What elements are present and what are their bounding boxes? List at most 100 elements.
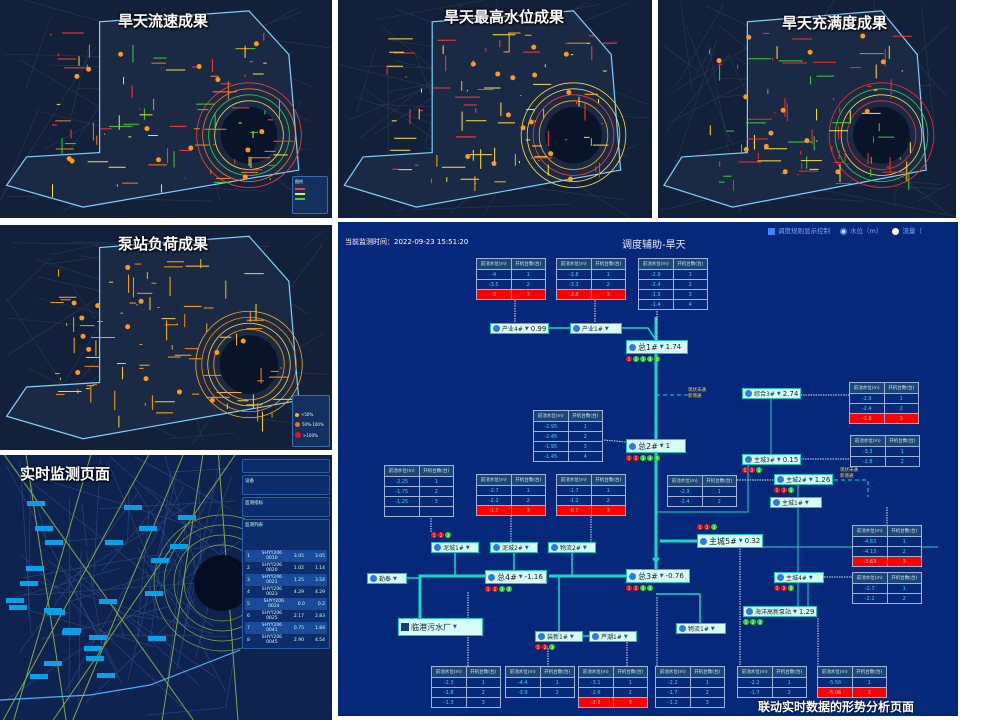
monitor-point-marker[interactable] — [20, 581, 39, 587]
pump-station-node[interactable]: 主城2# ▼ 1.26 — [774, 474, 834, 485]
dropdown-icon[interactable]: ▼ — [710, 625, 715, 632]
dropdown-icon[interactable]: ▼ — [804, 499, 809, 506]
map-panel-pump[interactable]: 泵站负荷成果 <50% 50%-100% >100% — [0, 225, 332, 450]
level-radio[interactable]: 水位（m） — [840, 225, 882, 235]
table-row: -4 1 — [477, 269, 545, 279]
dropdown-icon[interactable]: ▼ — [776, 456, 781, 463]
monitor-point-marker[interactable] — [5, 597, 24, 603]
monitor-point-marker[interactable] — [89, 635, 107, 641]
level-cell: -1.2 — [667, 699, 678, 706]
dropdown-icon[interactable]: ▼ — [465, 544, 470, 551]
table-row: -2.7 1 — [477, 485, 545, 495]
pump-on-indicator: 3 — [549, 644, 555, 650]
dropdown-icon[interactable]: ▼ — [659, 443, 664, 449]
pump-station-node[interactable]: 勒泰 ▼ — [367, 573, 407, 584]
plant-node[interactable]: 临港污水厂 ▼ — [398, 618, 483, 636]
dropdown-icon[interactable]: ▼ — [776, 390, 781, 397]
pump-station-node[interactable]: 泥城1# ▼ — [431, 542, 479, 553]
dropdown-icon[interactable]: ▼ — [793, 608, 797, 615]
table-row[interactable]: 6 SHYY206 0025 2.17 2.83 — [245, 610, 327, 622]
table-row[interactable]: 3 SHYY206 0021 1.25 3.54 — [245, 574, 327, 586]
pump-station-node[interactable]: 产业1# ▼ — [570, 323, 622, 334]
pump-station-node[interactable]: 产业4# ▼ 0.99 — [490, 323, 550, 334]
pump-station-node[interactable]: 物流2# ▼ — [548, 542, 596, 553]
device-id: SHYY206 0021 — [261, 575, 283, 585]
monitor-point-marker[interactable] — [178, 514, 197, 520]
pump-station-node[interactable]: 装新1# ▼ — [535, 631, 583, 642]
pump-off-indicator: 2 — [542, 644, 548, 650]
pump-station-node[interactable]: 综合3# ▼ 2.74 — [742, 388, 802, 399]
tab-bar[interactable] — [242, 459, 330, 473]
table-row[interactable]: 8 SHYY206 0045 2.90 4.54 — [245, 634, 327, 646]
pump-station-node[interactable]: 主城4# ▼ — [774, 572, 824, 583]
dropdown-icon[interactable]: ▼ — [808, 476, 813, 483]
pump-station-node[interactable]: 海洋高新泵站 ▼ 1.29 — [743, 606, 818, 617]
dropdown-icon[interactable]: ▼ — [604, 325, 609, 332]
pump-count-cell: 2 — [539, 688, 575, 697]
table-row: -2.45 2 — [534, 431, 602, 441]
pump-station-node[interactable]: 物流1# ▼ — [676, 623, 726, 634]
pump-station-node[interactable]: 总3# ▼ -0.76 — [626, 569, 690, 583]
monitor-point-marker[interactable] — [26, 565, 45, 571]
monitor-point-marker[interactable] — [96, 673, 115, 679]
dropdown-icon[interactable]: ▼ — [524, 325, 529, 332]
table-row: -1.8 2 — [432, 687, 500, 697]
monitor-point-marker[interactable] — [47, 610, 66, 616]
monitor-point-marker[interactable] — [63, 628, 82, 634]
table-row[interactable]: 7 SHYY206 0041 0.75 1.84 — [245, 622, 327, 634]
monitor-point-marker[interactable] — [83, 645, 102, 651]
pump-station-node[interactable]: 总4# ▼ -1.16 — [485, 570, 547, 584]
dropdown-icon[interactable]: ▼ — [518, 574, 523, 580]
pump-station-node[interactable]: 主城1# ▼ — [770, 497, 822, 508]
table-row[interactable]: 5 SHYY206 0024 0.0 0.2 — [245, 598, 327, 610]
table-header: 前池水位(m) 开机台数(台) — [853, 573, 921, 583]
dropdown-icon[interactable]: ▼ — [808, 574, 813, 581]
dropdown-icon[interactable]: ▼ — [393, 575, 397, 582]
pipe — [656, 465, 749, 513]
table-row[interactable]: 2 SHYY206 0020 1.02 1.14 — [245, 562, 327, 574]
pump-station-node[interactable]: 主城3# ▼ 0.15 — [742, 454, 802, 465]
monitor-point-marker[interactable] — [145, 591, 164, 597]
table-row[interactable]: 1 SHYY206 0010 3.05 3.05 — [245, 550, 327, 562]
monitor-point-marker[interactable] — [170, 543, 189, 549]
pump-off-indicator: 2 — [749, 467, 755, 473]
pump-station-node[interactable]: 芦潮1# ▼ — [589, 631, 637, 642]
map-panel-fill[interactable]: 旱天充满度成果 — [658, 0, 956, 218]
monitor-point-marker[interactable] — [105, 539, 124, 545]
flow-radio[interactable]: 流量（ — [892, 225, 922, 235]
monitor-point-marker[interactable] — [44, 539, 63, 545]
pump-icon — [746, 608, 753, 615]
monitor-point-marker[interactable] — [9, 605, 28, 611]
monitor-point-marker[interactable] — [124, 504, 143, 510]
dropdown-icon[interactable]: ▼ — [623, 633, 628, 640]
pump-station-node[interactable]: 泥城2# ▼ — [490, 542, 538, 553]
monitor-point-marker[interactable] — [148, 635, 167, 641]
pump-station-node[interactable]: 总1# ▼ 1.74 — [626, 340, 688, 354]
rule-display-checkbox[interactable]: 调度规则显示控制 — [768, 225, 830, 235]
monitor-point-marker[interactable] — [43, 661, 62, 667]
monitor-point-marker[interactable] — [139, 525, 158, 531]
monitor-point-marker[interactable] — [27, 500, 46, 506]
pump-station-node[interactable]: 主城5# ▼ 0.32 — [697, 534, 764, 548]
dropdown-icon[interactable]: ▼ — [524, 544, 529, 551]
map-panel-flow[interactable]: 旱天流速成果 图例 — [0, 0, 332, 218]
monitor-point-marker[interactable] — [151, 558, 170, 564]
map-panel-level[interactable]: 旱天最高水位成果 — [338, 0, 652, 218]
pump-station-node[interactable]: 总2# ▼ 1 — [626, 439, 686, 453]
dropdown-icon[interactable]: ▼ — [738, 538, 743, 544]
header-cell: 开机台数(台) — [567, 411, 603, 421]
monitor-point-marker[interactable] — [86, 656, 105, 662]
realtime-panel[interactable]: 实时监测页面 设备 监测指标 监测列表 1 SHYY206 0010 3.05 3.0… — [0, 455, 332, 720]
level-cell: -2.2 — [749, 679, 760, 686]
dropdown-icon[interactable]: ▼ — [659, 344, 664, 350]
table-row: -2.4 2 — [850, 403, 918, 413]
pump-on-indicator: 3 — [756, 467, 762, 473]
dropdown-icon[interactable]: ▼ — [569, 633, 574, 640]
monitor-point-marker[interactable] — [35, 525, 54, 531]
dropdown-icon[interactable]: ▼ — [582, 544, 587, 551]
monitor-point-marker[interactable] — [99, 599, 118, 605]
dropdown-icon[interactable]: ▼ — [659, 573, 664, 579]
monitor-point-marker[interactable] — [30, 674, 49, 680]
table-row[interactable]: 4 SHYY206 0023 4.29 4.29 — [245, 586, 327, 598]
level-cell: -2.6 — [590, 689, 601, 696]
